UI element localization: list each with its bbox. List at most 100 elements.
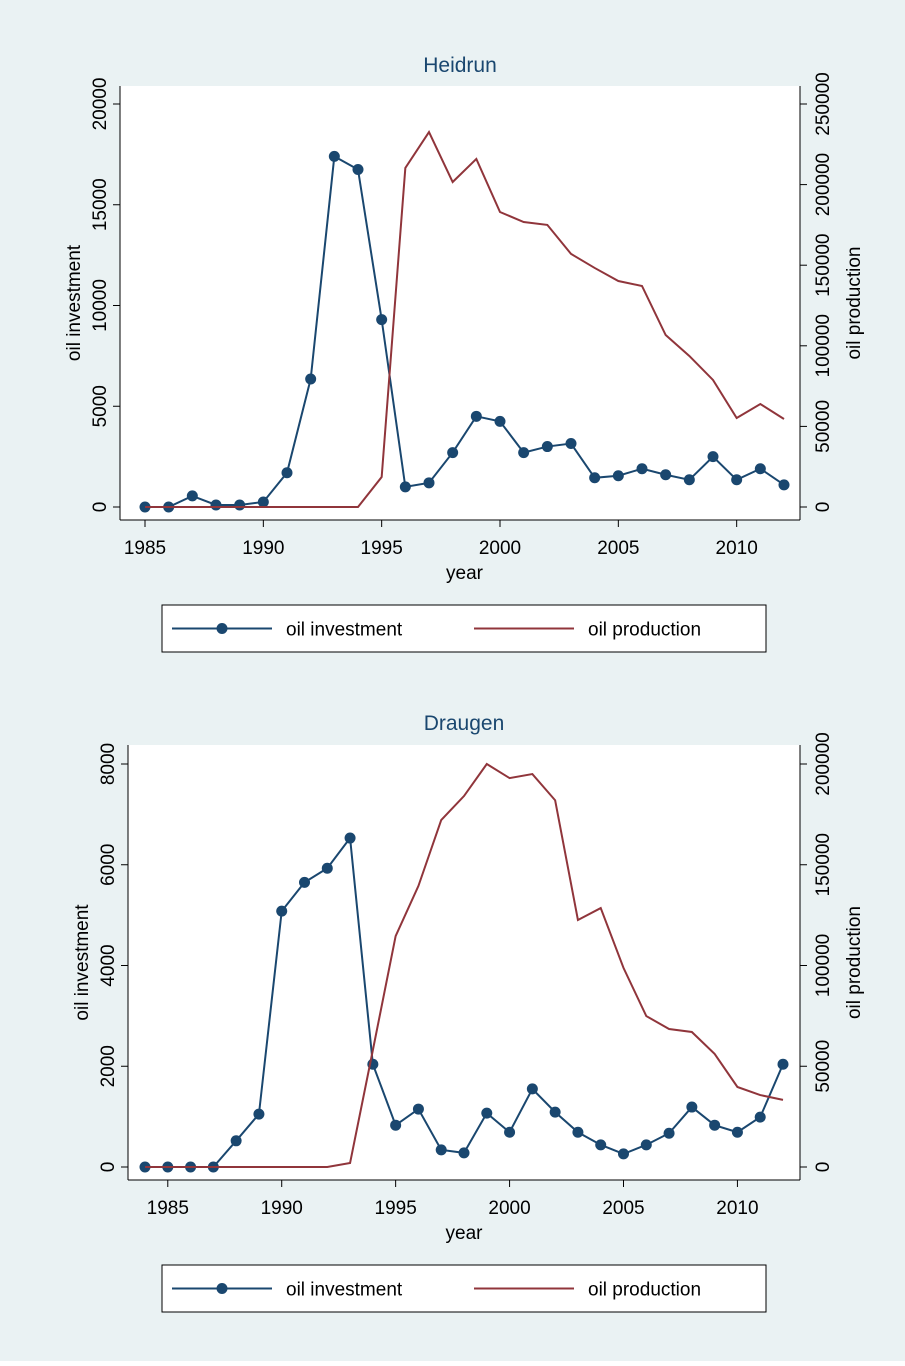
x-tick-label: 1985 (147, 1198, 189, 1219)
legend-marker (216, 1283, 228, 1294)
series-marker (234, 499, 246, 511)
series-marker (253, 1108, 265, 1120)
x-tick-label: 1990 (242, 538, 284, 559)
y2-tick-label: 200000 (813, 732, 834, 795)
plot-area (128, 745, 800, 1180)
series-marker (636, 463, 648, 475)
series-marker (707, 451, 719, 463)
series-marker (549, 1106, 561, 1118)
x-tick-label: 2000 (488, 1198, 530, 1219)
series-marker (663, 1127, 675, 1139)
plot-area (120, 86, 800, 520)
series-marker (481, 1107, 493, 1119)
series-marker (352, 163, 364, 175)
y2-tick-label: 100000 (813, 934, 834, 997)
y-tick-label: 0 (90, 502, 111, 513)
x-tick-label: 2005 (602, 1198, 644, 1219)
series-marker (210, 499, 222, 511)
series-marker (412, 1103, 424, 1115)
series-marker (257, 496, 269, 508)
y-tick-label: 8000 (98, 743, 119, 785)
series-marker (612, 470, 624, 482)
series-marker (305, 373, 317, 385)
series-marker (186, 490, 198, 502)
series-marker (731, 474, 743, 486)
y-tick-label: 20000 (90, 78, 111, 131)
series-marker (778, 479, 790, 491)
y-tick-label: 2000 (98, 1045, 119, 1087)
series-marker (328, 150, 340, 162)
series-line (145, 130, 785, 508)
series-line (145, 762, 784, 1168)
series-marker (447, 447, 459, 459)
y-tick-label: 5000 (90, 385, 111, 427)
x-axis-title: year (446, 563, 484, 584)
chart-title: Heidrun (423, 54, 497, 77)
chart-title: Draugen (424, 712, 505, 735)
x-tick-label: 1985 (124, 538, 166, 559)
series-marker (435, 1144, 447, 1156)
y-tick-label: 4000 (98, 944, 119, 986)
series-marker (731, 1126, 743, 1138)
y2-tick-label: 250000 (813, 72, 834, 135)
series-marker (565, 438, 577, 450)
x-tick-label: 2010 (716, 538, 758, 559)
series-marker (595, 1139, 607, 1151)
x-axis-title: year (446, 1223, 484, 1244)
y2-tick-label: 150000 (813, 833, 834, 896)
series-marker (618, 1148, 629, 1160)
legend-label: oil investment (286, 620, 403, 641)
series-marker (458, 1147, 470, 1159)
series-marker (299, 876, 310, 888)
series-marker (494, 415, 506, 427)
series-marker (709, 1119, 721, 1131)
x-tick-label: 2005 (597, 538, 639, 559)
legend-label: oil production (588, 620, 701, 641)
y-tick-label: 0 (98, 1162, 119, 1173)
y2-tick-label: 0 (813, 502, 834, 513)
x-tick-label: 1995 (361, 538, 403, 559)
legend-label: oil investment (286, 1280, 403, 1301)
series-marker (754, 1111, 766, 1123)
series-marker (572, 1126, 584, 1138)
y2-tick-label: 150000 (813, 233, 834, 296)
series-marker (589, 472, 601, 484)
series-marker (321, 862, 333, 874)
y-tick-label: 15000 (90, 178, 111, 231)
y2-axis-title: oil production (844, 246, 865, 359)
y-axis-title: oil investment (72, 904, 93, 1021)
x-tick-label: 2010 (716, 1198, 758, 1219)
series-marker (230, 1135, 242, 1147)
series-marker (683, 474, 695, 486)
legend-label: oil production (588, 1280, 701, 1301)
y2-tick-label: 50000 (813, 400, 834, 453)
x-tick-label: 1990 (261, 1198, 303, 1219)
y2-axis-title: oil production (844, 906, 865, 1019)
y-tick-label: 6000 (98, 844, 119, 886)
x-tick-label: 2000 (479, 538, 521, 559)
series-line (145, 154, 785, 508)
series-marker (686, 1101, 698, 1113)
series-marker (640, 1139, 652, 1151)
series-marker (276, 905, 288, 917)
y2-tick-label: 100000 (813, 314, 834, 377)
series-marker (399, 481, 411, 493)
series-marker (541, 441, 553, 453)
series-marker (344, 832, 356, 844)
series-marker (518, 447, 530, 459)
series-marker (777, 1058, 789, 1070)
series-marker (470, 410, 482, 422)
series-marker (526, 1083, 538, 1095)
series-marker (390, 1119, 402, 1131)
y2-tick-label: 0 (813, 1162, 834, 1173)
series-marker (281, 467, 293, 479)
series-marker (504, 1126, 516, 1138)
series-marker (376, 314, 388, 326)
y2-tick-label: 200000 (813, 153, 834, 216)
y-axis-title: oil investment (64, 244, 85, 361)
y-tick-label: 10000 (90, 279, 111, 332)
series-marker (754, 463, 766, 475)
legend-marker (216, 623, 228, 634)
series-marker (660, 469, 672, 481)
